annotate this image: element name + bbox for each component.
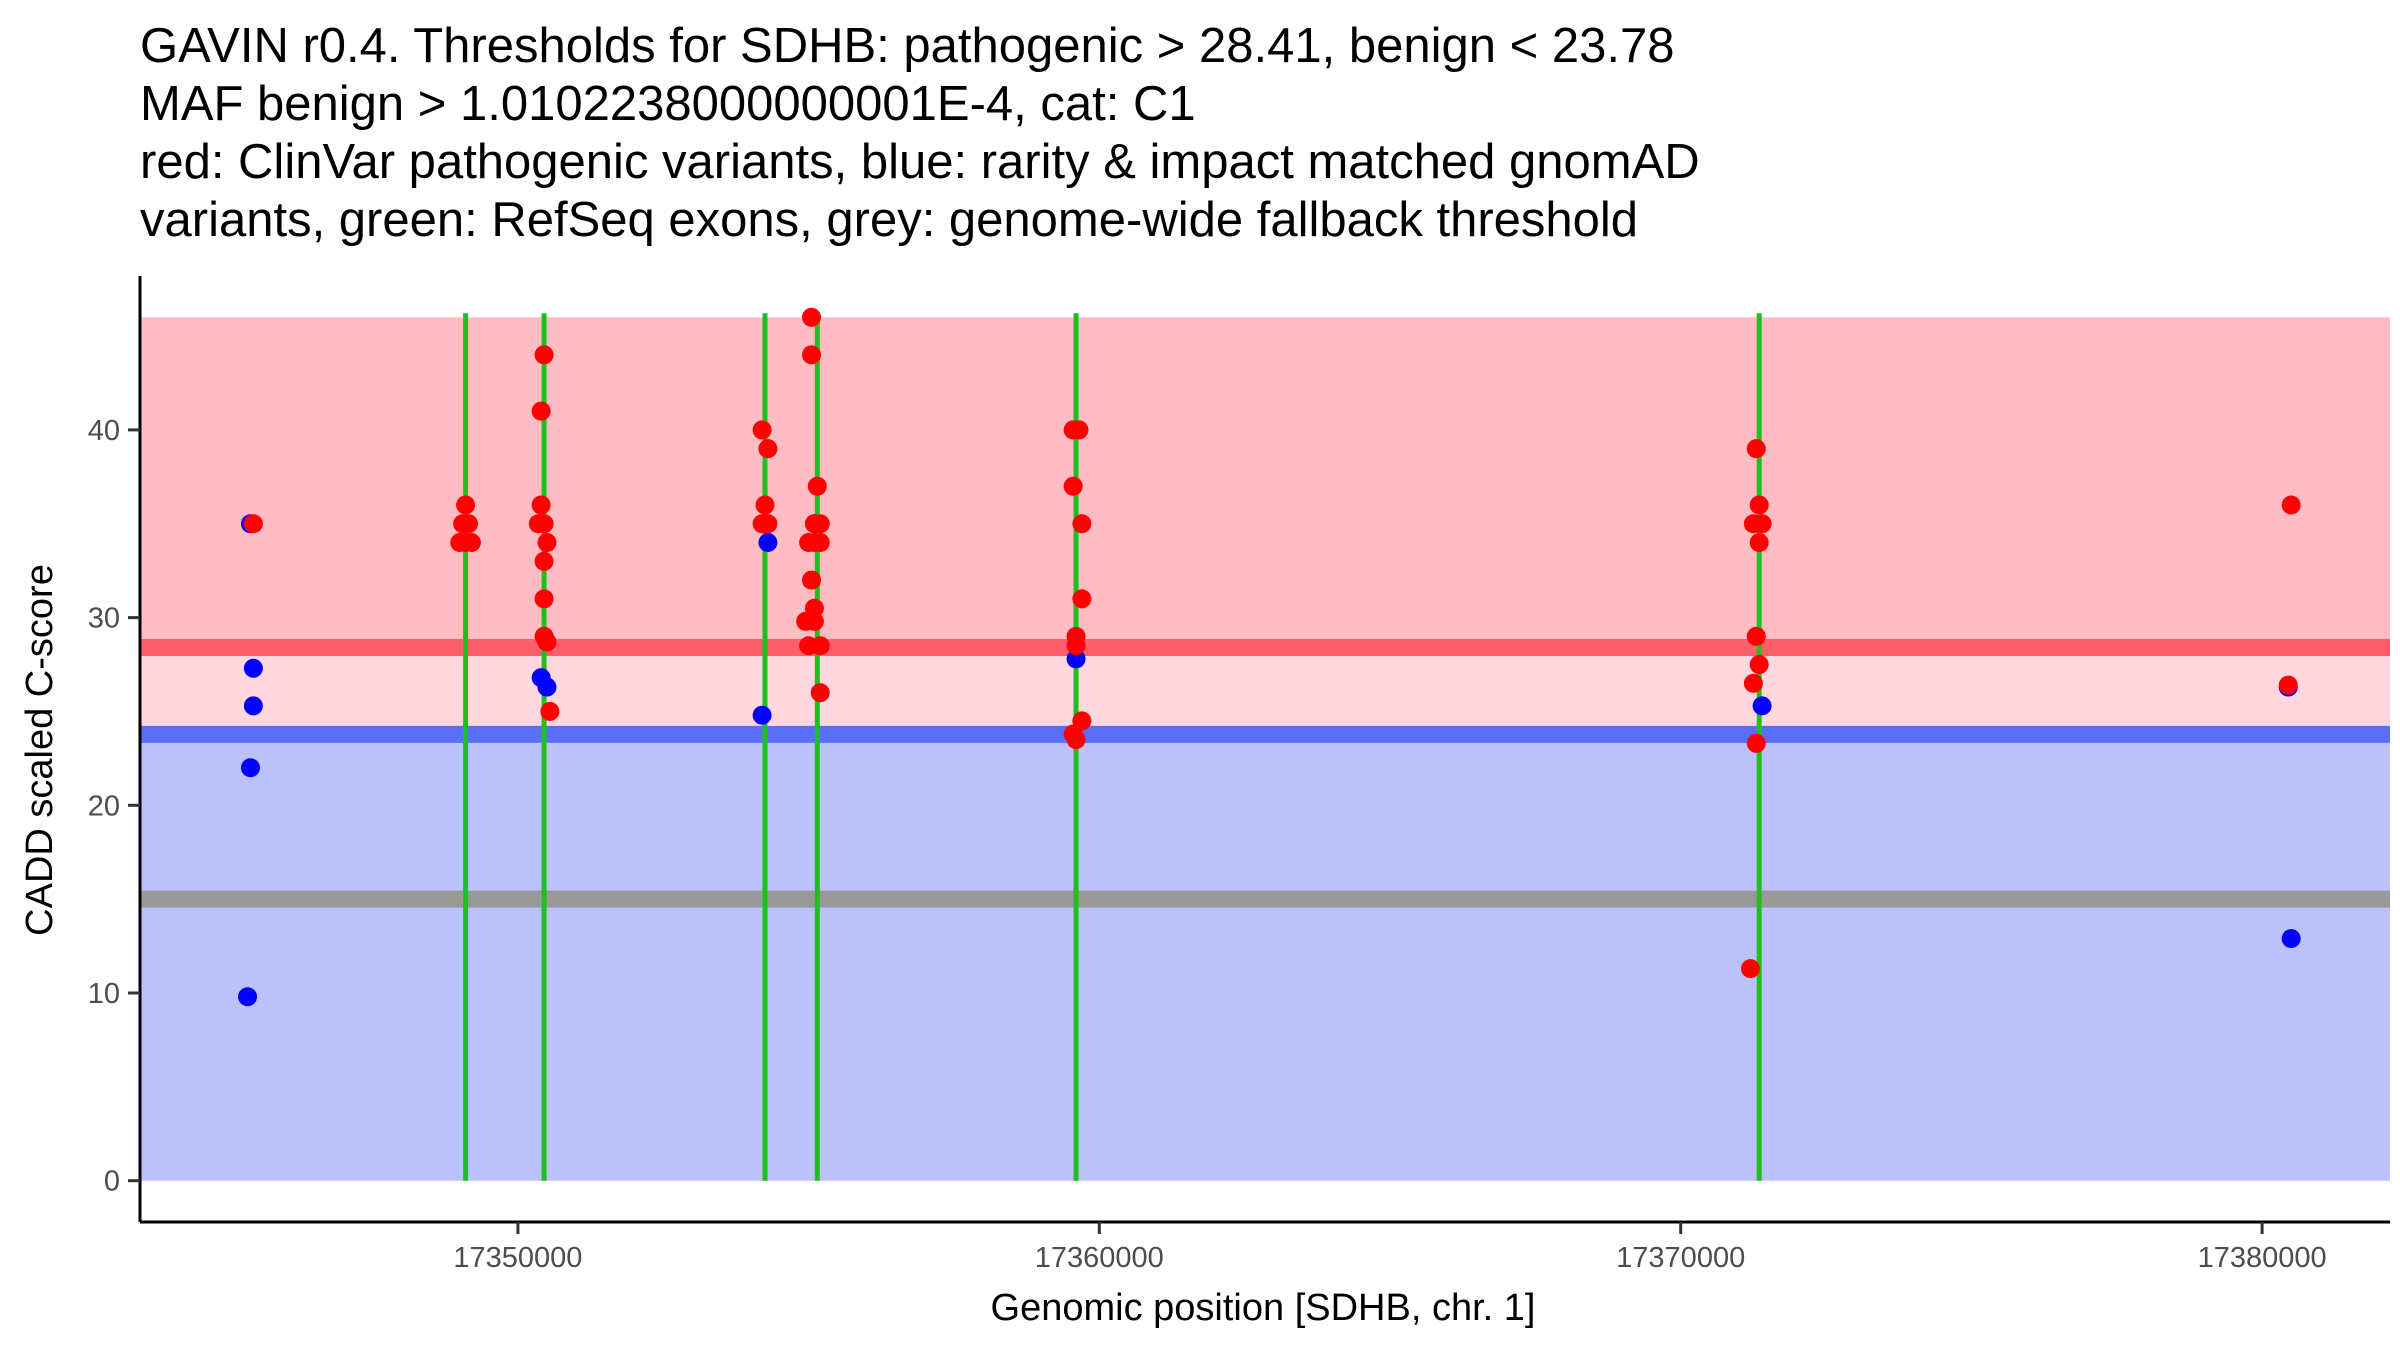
clinvar-point <box>1752 514 1772 534</box>
clinvar-point <box>2281 495 2301 515</box>
clinvar-point <box>810 514 830 534</box>
clinvar-point <box>802 345 822 365</box>
clinvar-point <box>1069 420 1089 440</box>
clinvar-point <box>810 683 830 703</box>
y-tick-label: 30 <box>88 603 120 635</box>
gnomad-point <box>758 533 778 553</box>
clinvar-point <box>810 636 830 656</box>
clinvar-point <box>1749 495 1769 515</box>
clinvar-point <box>534 345 554 365</box>
x-tick-label: 17350000 <box>453 1242 582 1274</box>
clinvar-point <box>804 611 824 631</box>
clinvar-point <box>531 401 551 421</box>
y-tick-label: 20 <box>88 790 120 822</box>
clinvar-point <box>461 533 481 553</box>
clinvar-point <box>755 495 775 515</box>
x-tick-label: 17380000 <box>2198 1242 2327 1274</box>
gnomad-point <box>243 696 263 716</box>
clinvar-point <box>537 632 557 652</box>
gnomad-point <box>2281 929 2301 949</box>
clinvar-point <box>802 570 822 590</box>
y-tick-label: 0 <box>104 1166 120 1198</box>
gnomad-point <box>243 658 263 678</box>
intermediate-zone <box>140 647 2390 735</box>
clinvar-point <box>810 533 830 553</box>
benign-zone <box>140 734 2390 1181</box>
clinvar-point <box>534 589 554 609</box>
gnomad-point <box>752 705 772 725</box>
title-line-4: variants, green: RefSeq exons, grey: gen… <box>140 193 1638 247</box>
clinvar-point <box>1740 959 1760 979</box>
chart-title: GAVIN r0.4. Thresholds for SDHB: pathoge… <box>140 19 1700 247</box>
x-axis-title: Genomic position [SDHB, chr. 1] <box>991 1287 1536 1329</box>
clinvar-point <box>807 476 827 496</box>
gnomad-point <box>1752 696 1772 716</box>
clinvar-point <box>1066 636 1086 656</box>
clinvar-point <box>1072 514 1092 534</box>
clinvar-point <box>534 514 554 534</box>
clinvar-point <box>752 420 772 440</box>
clinvar-point <box>1063 476 1083 496</box>
clinvar-point <box>1066 730 1086 750</box>
y-tick-label: 10 <box>88 978 120 1010</box>
pathogenic-zone <box>140 317 2390 648</box>
clinvar-point <box>1749 533 1769 553</box>
clinvar-point <box>1746 733 1766 753</box>
x-tick-label: 17370000 <box>1616 1242 1745 1274</box>
clinvar-point <box>534 551 554 571</box>
clinvar-point <box>540 701 560 721</box>
threshold-zones <box>140 317 2390 1181</box>
gnomad-point <box>240 758 260 778</box>
clinvar-point <box>458 514 478 534</box>
x-tick-label: 17360000 <box>1035 1242 1164 1274</box>
clinvar-point <box>1746 626 1766 646</box>
gnomad-point <box>238 987 258 1007</box>
clinvar-point <box>1749 655 1769 675</box>
title-line-1: GAVIN r0.4. Thresholds for SDHB: pathoge… <box>140 19 1674 73</box>
gnomad-point <box>537 677 557 697</box>
clinvar-point <box>537 533 557 553</box>
y-tick-label: 40 <box>88 415 120 447</box>
title-line-2: MAF benign > 1.0102238000000001E-4, cat:… <box>140 77 1196 131</box>
clinvar-point <box>758 439 778 459</box>
clinvar-point <box>1072 589 1092 609</box>
clinvar-point <box>531 495 551 515</box>
clinvar-point <box>456 495 476 515</box>
clinvar-point <box>243 514 263 534</box>
title-line-3: red: ClinVar pathogenic variants, blue: … <box>140 135 1700 189</box>
gnomad-point <box>1066 649 1086 669</box>
clinvar-point <box>1746 439 1766 459</box>
clinvar-point <box>2278 675 2298 695</box>
axes: 0 10 20 30 40 17350000 17360000 17370000 1738000… <box>88 276 2390 1274</box>
clinvar-point <box>758 514 778 534</box>
threshold-lines <box>140 638 2390 908</box>
clinvar-point <box>802 307 822 327</box>
variant-points <box>238 307 2301 1007</box>
clinvar-point <box>1743 673 1763 693</box>
y-axis-title: CADD scaled C-score <box>19 564 61 936</box>
